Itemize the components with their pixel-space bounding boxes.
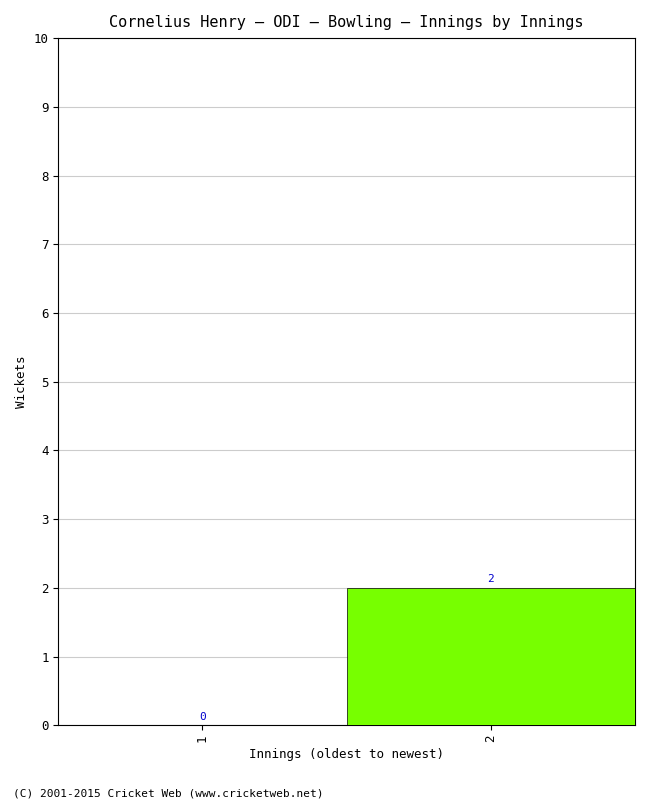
Text: 2: 2	[488, 574, 494, 584]
Bar	[346, 588, 635, 726]
Title: Cornelius Henry – ODI – Bowling – Innings by Innings: Cornelius Henry – ODI – Bowling – Inning…	[109, 15, 584, 30]
X-axis label: Innings (oldest to newest): Innings (oldest to newest)	[249, 748, 444, 761]
Y-axis label: Wickets: Wickets	[15, 355, 28, 408]
Text: (C) 2001-2015 Cricket Web (www.cricketweb.net): (C) 2001-2015 Cricket Web (www.cricketwe…	[13, 788, 324, 798]
Text: 0: 0	[199, 712, 206, 722]
